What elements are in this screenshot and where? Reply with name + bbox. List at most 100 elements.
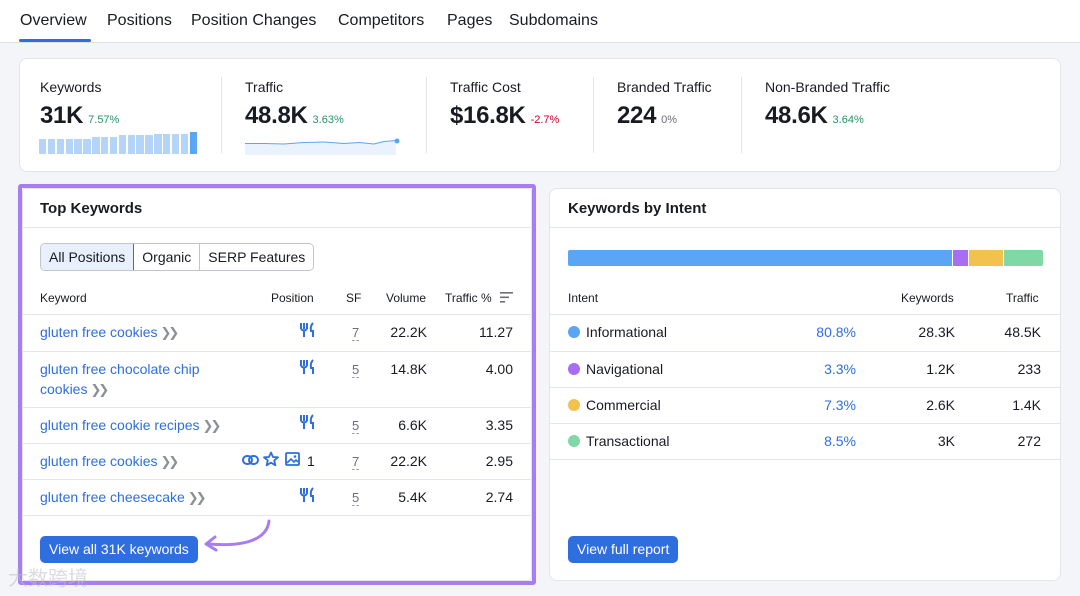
metric-value: 48.6K: [765, 102, 828, 129]
traffic-value: 11.27: [479, 324, 513, 340]
metric-delta: 3.64%: [832, 114, 864, 126]
metric-traffic[interactable]: Traffic 48.8K 3.63%: [245, 79, 344, 130]
column-header-intent: Intent: [568, 291, 599, 305]
tab-overview[interactable]: Overview: [20, 12, 87, 29]
informational-dot-icon: [568, 326, 580, 338]
column-header-position[interactable]: Position: [271, 291, 314, 305]
keywords-value: 1.2K: [926, 361, 955, 377]
trend-bar: [109, 137, 118, 154]
traffic-value: 4.00: [485, 361, 513, 377]
keywords-value: 2.6K: [926, 397, 955, 413]
star-icon: [263, 451, 279, 467]
intent-name: Commercial: [586, 397, 661, 413]
restaurant-icon: [300, 322, 314, 337]
column-header-keywords: Keywords: [901, 291, 954, 305]
metric-traffic-cost[interactable]: Traffic Cost $16.8K -2.7%: [450, 79, 559, 130]
callout-arrow-icon: [204, 519, 271, 552]
filter-serp-features[interactable]: SERP Features: [200, 244, 314, 270]
trend-bar: [83, 139, 91, 154]
keyword-link[interactable]: gluten free cheesecake ❯❯: [40, 489, 207, 505]
metric-label: Traffic Cost: [450, 79, 521, 95]
volume-value: 5.4K: [398, 489, 427, 505]
divider: [23, 314, 531, 315]
sort-icon[interactable]: [500, 292, 513, 303]
trend-bar: [127, 135, 135, 154]
chevron-right-icon: ❯❯: [90, 382, 109, 397]
trend-bar: [92, 137, 100, 154]
keyword-link[interactable]: gluten free cookies ❯❯: [40, 453, 179, 469]
traffic-value: 3.35: [485, 417, 513, 433]
metric-label: Non-Branded Traffic: [765, 79, 891, 95]
image-icon: [285, 452, 300, 466]
trend-bar: [65, 139, 73, 154]
intent-share-link[interactable]: 3.3%: [824, 361, 856, 377]
divider: [550, 314, 1060, 315]
trend-bar: [171, 134, 180, 154]
volume-value: 22.2K: [390, 324, 427, 340]
divider: [23, 227, 531, 228]
divider: [550, 387, 1060, 388]
traffic-value: 272: [1017, 433, 1041, 449]
divider: [23, 443, 531, 444]
volume-value: 22.2K: [390, 453, 427, 469]
divider: [23, 515, 531, 516]
trend-bar: [145, 135, 153, 154]
tab-pages[interactable]: Pages: [447, 12, 493, 29]
traffic-value: 1.4K: [1012, 397, 1041, 413]
serp-features-count[interactable]: 5: [352, 490, 360, 506]
tab-position-changes[interactable]: Position Changes: [191, 12, 317, 29]
serp-features-count[interactable]: 7: [352, 454, 360, 470]
column-header-sf[interactable]: SF: [346, 291, 362, 305]
trend-bar: [39, 139, 47, 154]
tab-positions[interactable]: Positions: [107, 12, 172, 29]
keyword-link[interactable]: gluten free cookies ❯❯: [40, 324, 179, 340]
position-filter: All Positions Organic SERP Features: [40, 243, 315, 271]
divider: [550, 351, 1060, 352]
traffic-trend-line: [245, 138, 400, 155]
metric-value: $16.8K: [450, 102, 526, 129]
divider: [550, 459, 1060, 460]
keyword-link[interactable]: gluten free chocolate chip cookies ❯❯: [40, 361, 200, 397]
keywords-value: 28.3K: [918, 324, 955, 340]
metric-branded-traffic[interactable]: Branded Traffic 224 0%: [617, 79, 712, 130]
filter-organic[interactable]: Organic: [134, 244, 201, 270]
position-value: 1: [307, 453, 315, 469]
view-full-report-button[interactable]: View full report: [568, 536, 679, 563]
column-header-keyword[interactable]: Keyword: [40, 291, 87, 305]
metric-delta: 0%: [661, 114, 678, 126]
report-tabs: Overview Positions Position Changes Comp…: [0, 0, 1080, 43]
divider: [426, 77, 427, 153]
metrics-summary-card: Keywords 31K 7.57% Traffic 48.8K 3.63% T…: [19, 58, 1061, 172]
serp-features-count[interactable]: 7: [352, 325, 360, 341]
filter-all-positions[interactable]: All Positions: [41, 244, 135, 270]
metric-value: 31K: [40, 102, 84, 129]
metric-value: 224: [617, 102, 657, 129]
view-all-keywords-button[interactable]: View all 31K keywords: [40, 536, 198, 563]
active-tab-indicator: [19, 39, 91, 42]
intent-share-link[interactable]: 8.5%: [824, 433, 856, 449]
metric-label: Branded Traffic: [617, 79, 712, 95]
serp-features-count[interactable]: 5: [352, 418, 360, 434]
commercial-dot-icon: [568, 399, 580, 411]
metric-keywords[interactable]: Keywords 31K 7.57%: [40, 79, 119, 130]
restaurant-icon: [300, 487, 314, 502]
serp-features-count[interactable]: 5: [352, 362, 360, 378]
keyword-link[interactable]: gluten free cookie recipes ❯❯: [40, 417, 221, 433]
metric-non-branded-traffic[interactable]: Non-Branded Traffic 48.6K 3.64%: [765, 79, 890, 130]
column-header-volume[interactable]: Volume: [386, 291, 427, 305]
intent-share-link[interactable]: 80.8%: [816, 324, 856, 340]
keywords-trend-bars: [39, 132, 197, 154]
top-keywords-card: Top Keywords All Positions Organic SERP …: [22, 188, 532, 581]
volume-value: 14.8K: [390, 361, 427, 377]
trend-bar: [163, 134, 171, 154]
column-header-traffic[interactable]: Traffic %: [445, 291, 492, 305]
intent-name: Informational: [586, 324, 667, 340]
tab-competitors[interactable]: Competitors: [338, 12, 425, 29]
intent-share-link[interactable]: 7.3%: [824, 397, 856, 413]
navigational-dot-icon: [568, 363, 580, 375]
intent-segment-informational: [568, 250, 953, 266]
divider: [221, 77, 222, 153]
metric-delta: -2.7%: [530, 114, 560, 126]
chevron-right-icon: ❯❯: [187, 490, 207, 505]
tab-subdomains[interactable]: Subdomains: [509, 12, 598, 29]
